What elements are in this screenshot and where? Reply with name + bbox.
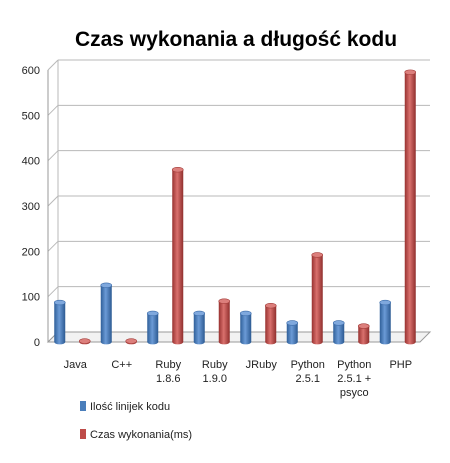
plot-area: 0 100 200 300 400 500 600 Java C++ Ruby 1.8.6 Ruby 1… xyxy=(22,59,432,399)
legend-entry: Czas wykonania(ms) xyxy=(80,429,192,441)
bar xyxy=(100,282,113,345)
y-tick-label: 500 xyxy=(22,110,40,122)
bar xyxy=(146,310,159,345)
bar xyxy=(357,323,370,345)
y-tick-label: 300 xyxy=(22,201,40,213)
y-tick-label: 100 xyxy=(22,292,40,304)
bar xyxy=(53,299,66,345)
legend: Ilość linijek kodu Czas wykonania(ms) xyxy=(80,401,192,441)
gridline-side xyxy=(47,286,59,298)
legend-label: Czas wykonania(ms) xyxy=(90,429,192,441)
x-tick-label: 1.8.6 xyxy=(156,373,180,385)
x-tick-label: psyco xyxy=(340,387,369,399)
bar xyxy=(404,69,417,345)
gridline-side xyxy=(47,104,59,116)
gridline-side xyxy=(47,240,59,252)
legend-label: Ilość linijek kodu xyxy=(90,401,170,413)
chart-title: Czas wykonania a długość kodu xyxy=(75,28,397,51)
x-tick-label: JRuby xyxy=(246,359,278,371)
bar xyxy=(193,310,206,345)
x-tick-label: 2.5.1 xyxy=(296,373,320,385)
x-tick-label: Python xyxy=(337,359,371,371)
x-tick-label: Ruby xyxy=(155,359,181,371)
x-tick-label: Python xyxy=(291,359,325,371)
y-tick-label: 0 xyxy=(34,337,40,349)
bar xyxy=(239,310,252,345)
bar xyxy=(125,338,138,345)
x-tick-label: Java xyxy=(64,359,88,371)
bar xyxy=(264,303,277,345)
bar xyxy=(379,299,392,345)
gridline-side xyxy=(47,195,59,207)
legend-entry: Ilość linijek kodu xyxy=(80,401,170,413)
bar xyxy=(78,338,91,345)
bar xyxy=(332,320,345,345)
bars xyxy=(53,69,417,345)
bar xyxy=(171,167,184,345)
gridline-side xyxy=(47,59,59,71)
x-tick-label: PHP xyxy=(389,359,412,371)
x-tick-label: 1.9.0 xyxy=(203,373,227,385)
legend-swatch xyxy=(80,429,86,439)
x-tick-label: Ruby xyxy=(202,359,228,371)
y-tick-label: 600 xyxy=(22,65,40,77)
bar xyxy=(218,298,231,345)
bar xyxy=(286,320,299,345)
y-tick-label: 200 xyxy=(22,246,40,258)
gridline-side xyxy=(47,150,59,162)
y-tick-label: 400 xyxy=(22,156,40,168)
bar xyxy=(311,252,324,345)
x-tick-label: C++ xyxy=(111,359,132,371)
x-tick-label: 2.5.1 + xyxy=(337,373,371,385)
legend-swatch xyxy=(80,401,86,411)
